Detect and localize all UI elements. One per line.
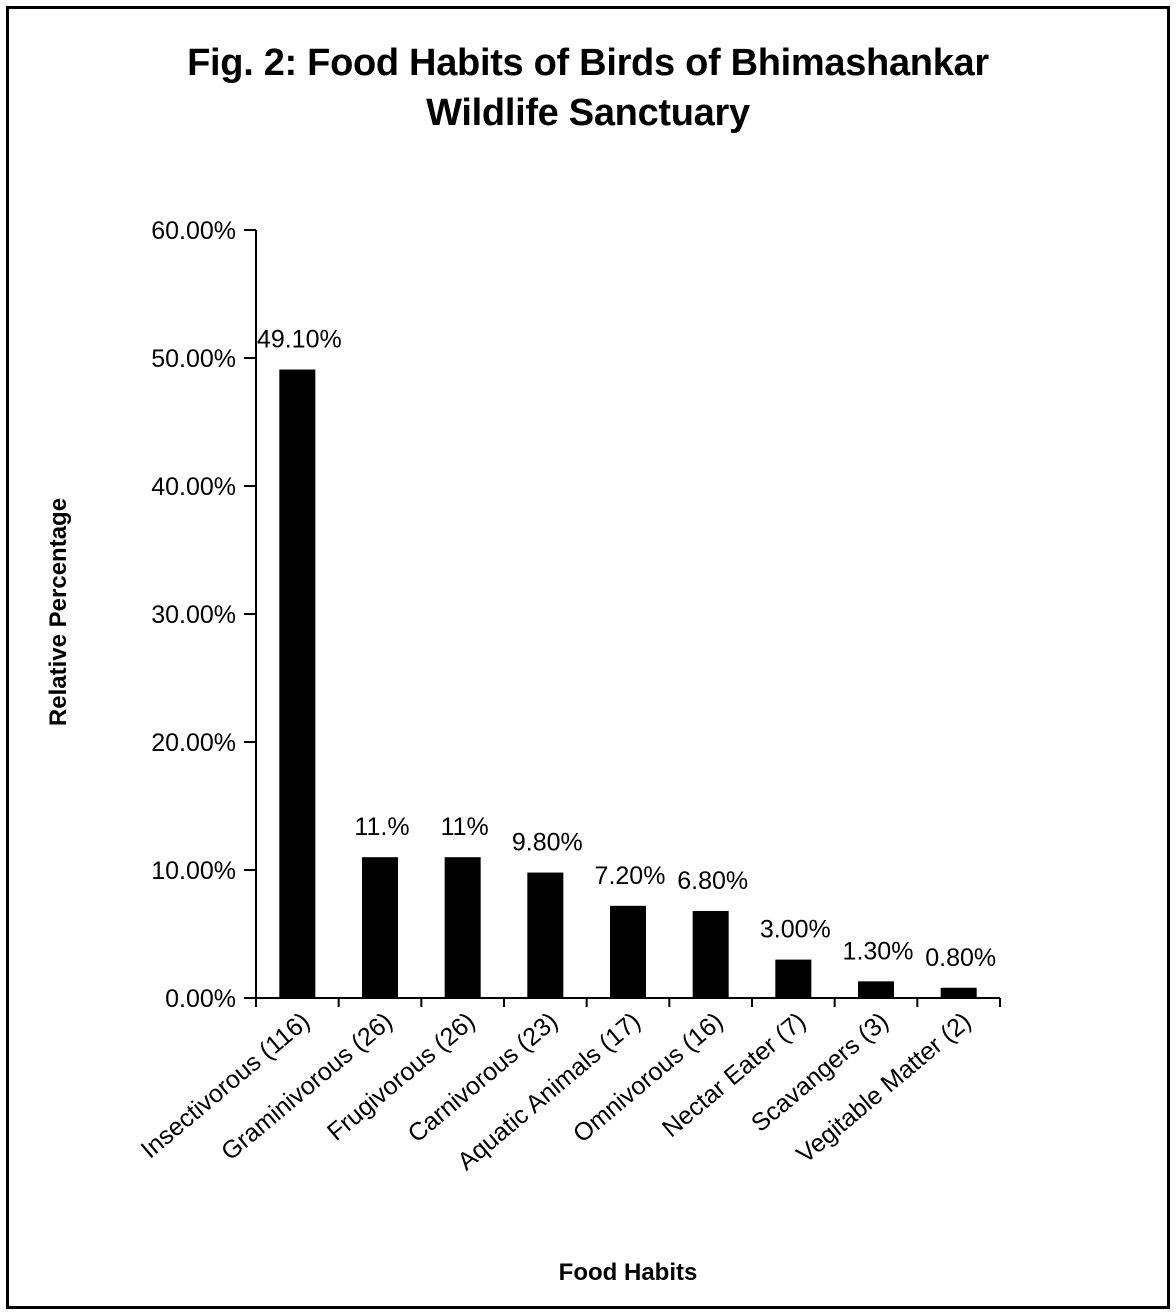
category-label: Nectar Eater (7) <box>657 1007 811 1143</box>
bar <box>362 857 398 998</box>
data-label: 6.80% <box>677 867 748 895</box>
x-axis-title: Food Habits <box>559 1259 698 1286</box>
data-label: 7.20% <box>595 862 666 890</box>
data-label: 49.10% <box>257 326 342 354</box>
bar <box>279 369 316 998</box>
chart-title-line-1: Fig. 2: Food Habits of Birds of Bhimasha… <box>187 42 989 84</box>
bar <box>527 872 564 998</box>
data-label: 1.30% <box>843 937 914 965</box>
category-label: Omnivorous (16) <box>568 1007 729 1148</box>
y-tick-label: 10.00% <box>151 857 236 885</box>
data-label: 11.% <box>354 813 409 841</box>
bar <box>858 981 894 998</box>
bar <box>692 910 729 998</box>
y-tick-label: 0.00% <box>165 985 236 1013</box>
data-label: 3.00% <box>760 916 831 944</box>
bar <box>610 905 646 998</box>
category-label: Carnivorous (23) <box>403 1007 564 1148</box>
y-axis: 0.00% 10.00% 20.00% 30.00% 40.00% 50.00% 60.00… <box>151 217 257 1013</box>
y-tick-label: 20.00% <box>151 729 236 757</box>
y-axis-title: Relative Percentage <box>45 498 72 726</box>
bar <box>444 857 481 998</box>
chart-title-line-2: Wildlife Sanctuary <box>426 92 750 134</box>
category-label: Scavangers (3) <box>746 1007 894 1137</box>
y-tick-label: 30.00% <box>151 601 236 629</box>
bar <box>775 959 812 998</box>
y-tick-label: 40.00% <box>151 473 236 501</box>
y-tick-label: 50.00% <box>151 345 236 373</box>
bar <box>940 987 977 998</box>
category-label: Frugivorous (26) <box>322 1007 480 1146</box>
chart-frame <box>6 6 1170 1309</box>
data-label: 11% <box>441 813 489 841</box>
data-labels: 49.10% 11.% 11% 9.80% 7.20% 6.80% 3.00% 1.30% 0.… <box>257 326 996 972</box>
data-label: 9.80% <box>512 829 583 857</box>
bars <box>279 369 977 998</box>
data-label: 0.80% <box>925 944 996 972</box>
y-tick-label: 60.00% <box>151 217 236 245</box>
category-labels: Insectivorous (116)Graminivorous (26)Fru… <box>136 1007 977 1176</box>
x-axis <box>255 997 1001 1007</box>
